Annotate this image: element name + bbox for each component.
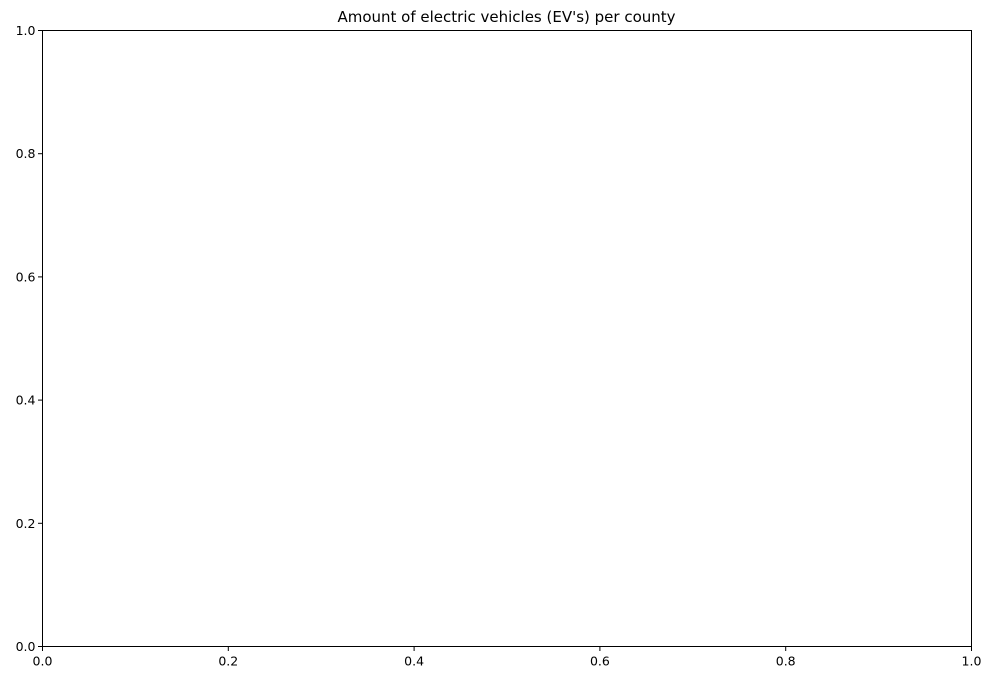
y-tick-label: 0.8 <box>16 146 36 161</box>
y-tick-label: 0.6 <box>16 269 36 284</box>
x-tick-label: 0.0 <box>33 654 53 669</box>
y-tick-label: 1.0 <box>16 23 36 38</box>
x-tick-label: 0.2 <box>218 654 238 669</box>
x-tick-label: 1.0 <box>962 654 982 669</box>
x-tick-label: 0.4 <box>404 654 424 669</box>
plot-area <box>42 30 972 647</box>
x-tick-label: 0.8 <box>776 654 796 669</box>
x-axis: 0.0 0.2 0.4 0.6 0.8 1.0 <box>33 646 982 669</box>
y-tick-label: 0.2 <box>16 516 36 531</box>
y-tick-label: 0.0 <box>16 639 36 654</box>
y-axis: 0.0 0.2 0.4 0.6 0.8 1.0 <box>16 23 43 654</box>
y-tick-label: 0.4 <box>16 393 36 408</box>
x-tick-label: 0.6 <box>590 654 610 669</box>
chart-title: Amount of electric vehicles (EV's) per c… <box>337 8 675 26</box>
